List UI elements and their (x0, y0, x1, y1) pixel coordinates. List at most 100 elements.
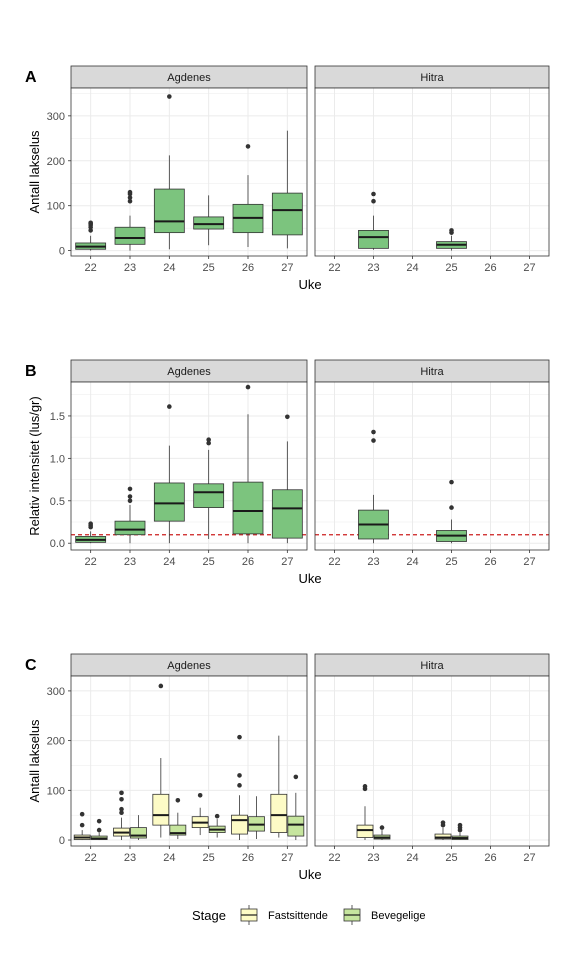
y-tick-label: 200 (47, 736, 65, 748)
facet-agdenes: Agdenes 22 23 24 25 26 27 (70, 653, 308, 864)
outlier-point (127, 494, 133, 499)
outlier-point (158, 683, 164, 689)
outlier-point (206, 440, 211, 446)
legend: Stage Fastsittende Bevegelige (192, 905, 425, 925)
outlier-point (88, 521, 93, 526)
x-axis-title: Uke (298, 277, 321, 292)
x-tick-label: 22 (328, 556, 340, 568)
x-tick-label: 23 (367, 852, 379, 864)
x-tick-label: 23 (367, 556, 379, 568)
outlier-point (88, 220, 93, 226)
box-hitra-25-fastsittende (434, 820, 452, 841)
outlier-point (245, 144, 251, 149)
y-tick-label: 200 (47, 156, 65, 168)
box-agdenes-22 (75, 521, 107, 544)
box-iqr (152, 793, 170, 826)
box-agdenes-24-bevegelige (169, 797, 187, 840)
box-hitra-23-bevegelige (373, 825, 391, 841)
facet-strip-label: Hitra (420, 366, 444, 378)
legend-key-bevegelige (343, 905, 361, 925)
facet-agdenes: Agdenes 22 23 24 25 26 27 (70, 65, 308, 274)
panel-letter: C (25, 657, 37, 674)
box-hitra-23-fastsittende (356, 784, 374, 841)
outlier-point (214, 813, 220, 819)
panel-c: C Agdenes 22 23 24 25 26 27 Hitra 22 23 24 25 26 27 0 10… (25, 653, 550, 925)
y-tick-label: 0.0 (50, 538, 65, 550)
outlier-point (237, 734, 242, 740)
box-agdenes-24 (153, 404, 185, 544)
panel-a: A Agdenes 22 23 24 25 26 27 Hitra 22 23 24 25 26 27 0 10… (25, 65, 550, 292)
panel-border (314, 381, 550, 551)
panel-border (70, 675, 308, 847)
x-tick-label: 26 (242, 556, 254, 568)
box-iqr (231, 814, 248, 835)
x-tick-label: 22 (328, 852, 340, 864)
x-tick-label: 25 (445, 556, 457, 568)
x-tick-label: 22 (328, 262, 340, 274)
y-tick-label: 1.0 (50, 453, 65, 465)
outlier-point (127, 189, 133, 195)
box-agdenes-27-fastsittende (270, 735, 288, 838)
x-tick-label: 24 (163, 262, 175, 274)
plot-background (71, 382, 307, 550)
outlier-point (371, 198, 376, 204)
facet-strip-label: Hitra (420, 660, 444, 672)
panel-letter: A (25, 69, 37, 86)
y-tick-label: 100 (47, 785, 65, 797)
box-agdenes-24-fastsittende (152, 683, 170, 838)
facet-strip-label: Agdenes (167, 72, 211, 84)
box-agdenes-27 (271, 130, 303, 249)
plot-background (315, 676, 549, 846)
box-agdenes-23-bevegelige (130, 815, 147, 841)
outlier-point (197, 792, 203, 798)
x-tick-label: 23 (124, 852, 136, 864)
box-hitra-25-bevegelige (451, 822, 469, 841)
box-agdenes-24 (153, 94, 185, 250)
outlier-point (127, 498, 133, 504)
box-iqr (153, 482, 185, 522)
box-agdenes-25 (193, 437, 225, 539)
y-axis-title: Antall lakselus (27, 719, 42, 803)
box-hitra-23 (358, 429, 389, 544)
x-tick-label: 25 (445, 852, 457, 864)
box-iqr (193, 216, 225, 230)
outlier-point (285, 414, 290, 420)
outlier-point (440, 820, 446, 825)
box-hitra-23 (358, 191, 389, 250)
box-hitra-25 (436, 479, 467, 544)
panel-border (70, 381, 308, 551)
box-iqr (130, 827, 147, 839)
legend-key-fastsittende (240, 905, 258, 925)
box-agdenes-27 (271, 414, 303, 544)
box-iqr (287, 815, 305, 837)
x-tick-label: 24 (163, 556, 175, 568)
box-agdenes-23 (114, 189, 146, 251)
box-agdenes-23-fastsittende (113, 790, 130, 841)
plot-background (71, 676, 307, 846)
x-tick-label: 24 (406, 852, 418, 864)
outlier-point (119, 790, 124, 796)
x-tick-label: 24 (406, 262, 418, 274)
box-iqr (271, 192, 303, 236)
outlier-point (96, 827, 102, 833)
x-tick-label: 27 (523, 262, 535, 274)
outlier-point (362, 784, 368, 789)
panel-border (314, 87, 550, 257)
plot-background (315, 382, 549, 550)
panel-b: B Agdenes 22 23 24 25 26 27 Hitra 22 23 24 25 26 27 0.0… (25, 359, 550, 586)
box-iqr (358, 229, 389, 249)
box-hitra-25 (436, 228, 467, 251)
outlier-point (449, 228, 454, 233)
y-tick-label: 1.5 (50, 411, 65, 423)
x-tick-label: 27 (281, 556, 293, 568)
x-tick-label: 26 (242, 262, 254, 274)
box-agdenes-23 (114, 486, 146, 544)
plot-background (71, 88, 307, 256)
outlier-point (371, 438, 376, 443)
box-agdenes-27-bevegelige (287, 774, 305, 841)
facet-hitra: Hitra 22 23 24 25 26 27 (314, 65, 550, 274)
outlier-point (457, 822, 463, 828)
x-tick-label: 27 (281, 852, 293, 864)
outlier-point (127, 486, 133, 492)
panel-border (314, 675, 550, 847)
